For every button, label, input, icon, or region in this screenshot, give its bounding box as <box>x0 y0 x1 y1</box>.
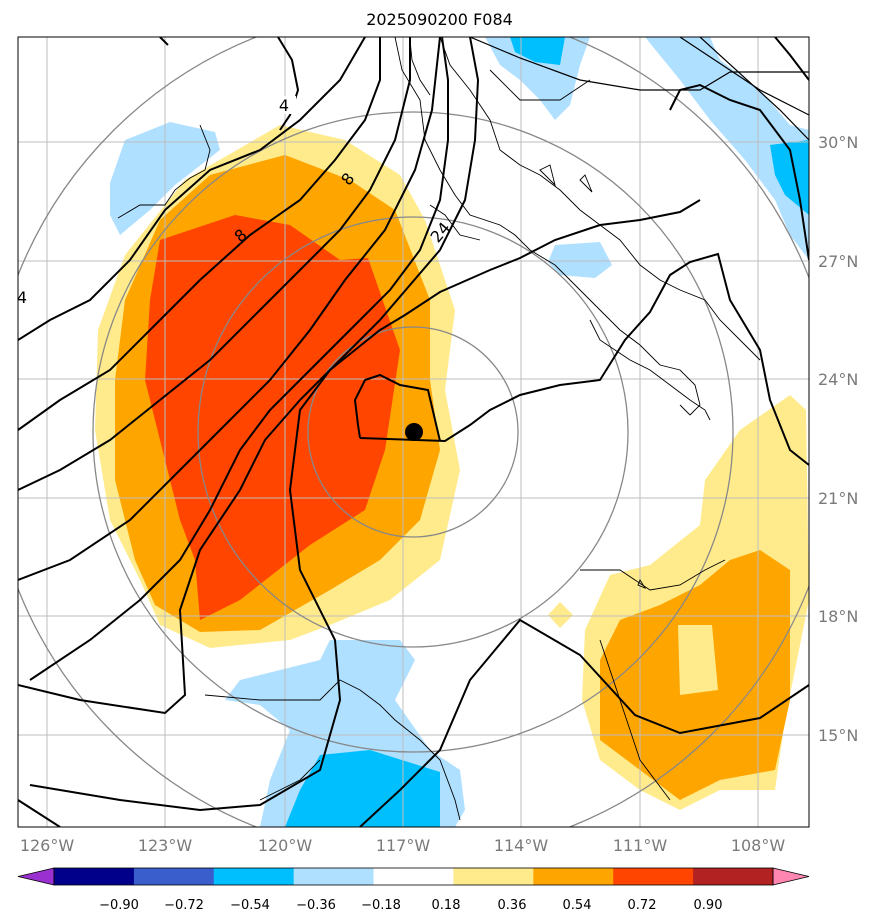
colorbar-tick-label: −0.18 <box>361 898 401 913</box>
colorbar-over-arrow <box>772 867 810 886</box>
contour-label: 4 <box>17 288 27 307</box>
colorbar-segment <box>693 868 774 885</box>
colorbar-segments <box>17 867 810 886</box>
colorbar-tick-label: −0.90 <box>99 898 139 913</box>
colorbar-tick-label: 0.54 <box>563 898 592 913</box>
lon-label: 123°W <box>138 836 193 855</box>
colorbar-tick-label: −0.72 <box>164 898 204 913</box>
lat-label: 27°N <box>818 252 858 271</box>
colorbar-frame <box>53 867 774 886</box>
shaded-field-positive-southeast <box>548 395 809 810</box>
contour-lines <box>18 37 809 827</box>
lon-label: 117°W <box>376 836 431 855</box>
contour-label: 4 <box>279 96 289 115</box>
colorbar: −0.90 −0.72 −0.54 −0.36 −0.18 0.18 0.36 … <box>17 867 810 913</box>
colorbar-tick-labels: −0.90 −0.72 −0.54 −0.36 −0.18 0.18 0.36 … <box>99 898 722 913</box>
lat-label: 24°N <box>818 370 858 389</box>
colorbar-tick-label: 0.72 <box>628 898 657 913</box>
colorbar-tick-label: 0.90 <box>694 898 723 913</box>
colorbar-tick-label: 0.18 <box>432 898 461 913</box>
lon-label: 126°W <box>20 836 75 855</box>
colorbar-segment <box>533 868 614 885</box>
distance-rings <box>18 37 809 827</box>
colorbar-tick-label: −0.36 <box>296 898 336 913</box>
colorbar-under-arrow <box>17 867 55 886</box>
colorbar-segment <box>293 868 375 885</box>
lat-label: 21°N <box>818 489 858 508</box>
colorbar-segment <box>453 868 534 885</box>
colorbar-tick-label: −0.54 <box>230 898 270 913</box>
center-dot-marker <box>405 423 423 441</box>
map-frame <box>17 36 810 828</box>
colorbar-segment <box>213 868 295 885</box>
map-plot-area: 4 8 8 24 4 <box>17 37 809 827</box>
longitude-labels: 126°W 123°W 120°W 117°W 114°W 111°W 108°… <box>20 836 786 855</box>
map-title: 2025090200 F084 <box>366 10 513 29</box>
lon-label: 108°W <box>731 836 786 855</box>
lon-label: 114°W <box>494 836 549 855</box>
colorbar-tick-label: 0.36 <box>498 898 527 913</box>
colorbar-segment <box>54 868 135 885</box>
lat-label: 30°N <box>818 133 858 152</box>
shaded-field-positive-west <box>95 125 460 648</box>
lat-label: 18°N <box>818 607 858 626</box>
lon-label: 120°W <box>258 836 313 855</box>
latitude-labels: 30°N 27°N 24°N 21°N 18°N 15°N <box>818 133 858 745</box>
colorbar-segment <box>373 868 454 885</box>
lat-label: 15°N <box>818 726 858 745</box>
colorbar-segment <box>133 868 215 885</box>
country-borders <box>469 37 809 141</box>
lon-label: 111°W <box>613 836 668 855</box>
colorbar-segment <box>613 868 694 885</box>
